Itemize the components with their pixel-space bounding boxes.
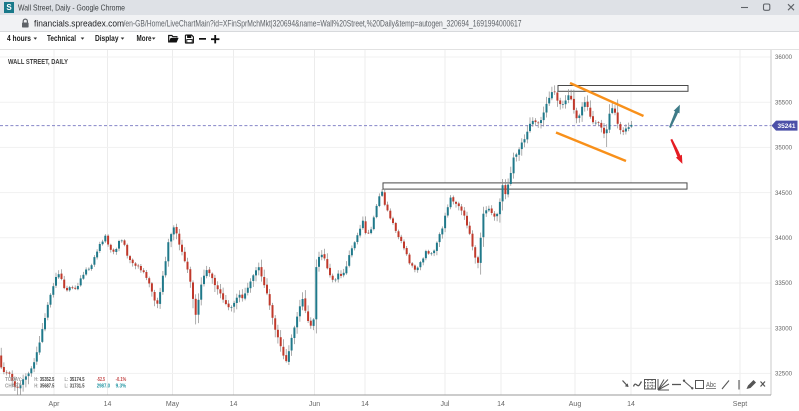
svg-text:Technical: Technical <box>47 33 76 43</box>
svg-text:-0.1%: -0.1% <box>116 377 127 383</box>
svg-text:Display: Display <box>95 33 119 43</box>
svg-text:4 hours: 4 hours <box>7 33 31 43</box>
svg-text:TODAY:: TODAY: <box>5 377 22 383</box>
svg-text:35352.5: 35352.5 <box>40 377 55 383</box>
svg-text:14: 14 <box>497 401 505 408</box>
svg-text:H:: H: <box>34 384 39 390</box>
svg-text:/en-GB/Home/LiveChartMain?id=X: /en-GB/Home/LiveChartMain?id=XFinSprMchM… <box>124 19 522 29</box>
svg-text:32500: 32500 <box>775 372 793 378</box>
svg-text:L:: L: <box>65 377 69 383</box>
svg-text:14: 14 <box>104 401 112 408</box>
svg-text:34000: 34000 <box>775 236 793 242</box>
svg-text:35500: 35500 <box>775 100 793 106</box>
svg-text:14: 14 <box>361 401 369 408</box>
svg-text:Jun: Jun <box>309 401 320 408</box>
svg-text:CHART:: CHART: <box>5 384 22 390</box>
svg-text:L:: L: <box>65 384 69 390</box>
svg-text:Wall Street, Daily - Google Ch: Wall Street, Daily - Google Chrome <box>18 3 125 13</box>
svg-text:May: May <box>166 401 180 408</box>
svg-text:Sept: Sept <box>733 401 747 408</box>
svg-text:14: 14 <box>230 401 238 408</box>
svg-text:H:: H: <box>34 377 39 383</box>
svg-text:WALL STREET, DAILY: WALL STREET, DAILY <box>8 59 68 66</box>
svg-text:2987.0: 2987.0 <box>97 384 110 390</box>
svg-text:Aug: Aug <box>569 401 582 408</box>
svg-text:14: 14 <box>627 401 635 408</box>
svg-text:Jul: Jul <box>441 401 450 408</box>
svg-text:33500: 33500 <box>775 281 793 287</box>
svg-text:Abc: Abc <box>706 382 716 389</box>
svg-text:36000: 36000 <box>775 55 793 61</box>
svg-text:More: More <box>137 33 152 43</box>
svg-text:35687.5: 35687.5 <box>40 384 55 390</box>
svg-text:34500: 34500 <box>775 191 793 197</box>
svg-text:31731.5: 31731.5 <box>70 384 85 390</box>
svg-text:9.3%: 9.3% <box>116 384 127 390</box>
svg-text:financials.spreadex.com: financials.spreadex.com <box>34 19 124 29</box>
svg-text:33000: 33000 <box>775 326 793 332</box>
svg-text:35174.5: 35174.5 <box>70 377 85 383</box>
svg-text:-52.5: -52.5 <box>97 377 106 383</box>
svg-text:35000: 35000 <box>775 146 793 152</box>
svg-text:Apr: Apr <box>49 401 61 408</box>
svg-text:35241: 35241 <box>778 123 796 130</box>
